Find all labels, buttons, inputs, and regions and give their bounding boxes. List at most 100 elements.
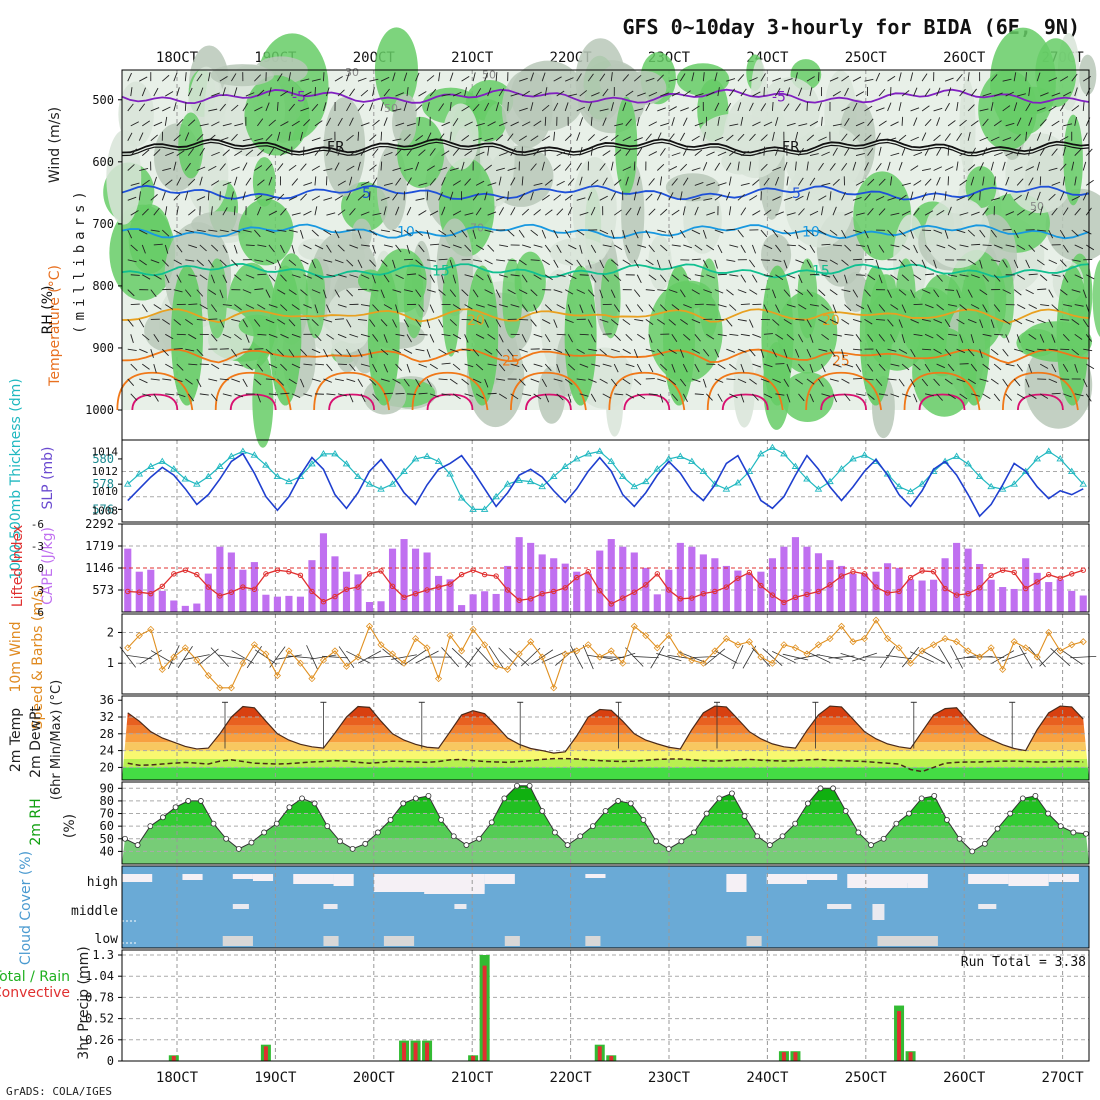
wind-barb xyxy=(1086,363,1095,370)
wind-barb xyxy=(936,304,945,311)
cloud-high-block xyxy=(182,874,203,880)
wind-barb xyxy=(130,274,140,276)
wind-barb xyxy=(829,77,839,82)
wind-barb xyxy=(967,72,970,82)
wind-barb xyxy=(970,274,980,279)
wind-barb xyxy=(633,259,640,268)
wind-barb xyxy=(786,333,795,341)
wind-barb xyxy=(579,274,589,276)
wind-barb xyxy=(740,88,747,97)
li-tick-label: -3 xyxy=(31,540,44,553)
thickness-marker xyxy=(492,492,500,500)
wind-barb xyxy=(369,78,379,82)
li-marker xyxy=(389,583,396,590)
y-tick-label: 0 xyxy=(107,1054,114,1068)
wind-barb xyxy=(990,378,999,385)
wind-barb xyxy=(855,212,865,216)
wind-barb xyxy=(484,164,493,171)
wind-barb xyxy=(430,243,440,246)
wind-barb xyxy=(519,318,529,321)
wind-barb xyxy=(786,87,791,97)
wind-barb xyxy=(841,162,848,171)
y-tick-label: 50 xyxy=(100,832,114,846)
wind-barb xyxy=(257,363,264,372)
wind-barb xyxy=(795,229,799,239)
wind-barb xyxy=(910,348,916,358)
wind-barb xyxy=(910,165,919,171)
wind-barb xyxy=(841,133,848,142)
wind-barb xyxy=(829,191,832,201)
wind-barb xyxy=(910,378,916,388)
wind-barb xyxy=(1037,229,1047,232)
wind-barb xyxy=(395,177,402,186)
wind-barb xyxy=(898,319,903,328)
cape-bar xyxy=(688,546,696,612)
wind-barb xyxy=(821,151,830,157)
wind-barb xyxy=(714,162,721,171)
li-marker xyxy=(401,594,407,601)
wind-speed-marker xyxy=(722,635,730,643)
rh-blob xyxy=(351,218,372,250)
wind-barb xyxy=(611,348,620,353)
wind-barb xyxy=(418,210,427,216)
wind-barb xyxy=(1083,348,1093,352)
wind-barb xyxy=(740,333,750,337)
cape-bar xyxy=(642,567,650,612)
x-tick-label-bottom: 24OCT xyxy=(746,1070,789,1086)
li-marker xyxy=(1011,569,1017,576)
wind-barb xyxy=(507,289,516,295)
wind-barb xyxy=(372,244,376,254)
y-tick-label: 1146 xyxy=(85,561,114,575)
wind-barb xyxy=(694,244,703,251)
li-marker xyxy=(562,585,568,591)
wind-barb xyxy=(875,348,882,357)
wind-barb xyxy=(533,244,543,248)
wind-barb xyxy=(222,181,232,186)
wind-barb xyxy=(1048,167,1058,171)
wind-barb xyxy=(544,179,553,186)
wind-barb xyxy=(452,304,461,310)
wind-barb xyxy=(970,304,980,310)
rh-marker xyxy=(893,820,900,827)
wind-barb xyxy=(510,274,520,277)
rh-marker xyxy=(994,825,1001,832)
thickness-line xyxy=(127,446,1084,510)
wind-barb xyxy=(579,146,583,156)
wind-barb xyxy=(138,191,141,201)
wind-barb xyxy=(737,161,740,171)
wind-barb xyxy=(1071,195,1080,201)
wind-barb xyxy=(841,75,850,82)
li-marker xyxy=(1034,579,1040,585)
wind-barb xyxy=(242,319,248,328)
rh-marker xyxy=(842,808,849,814)
wind-barb xyxy=(1002,228,1012,231)
wind-barb xyxy=(913,333,923,337)
cape-bar xyxy=(469,594,477,612)
wind-barb xyxy=(1013,102,1018,112)
wind-barb xyxy=(702,72,705,82)
wind-barb xyxy=(913,207,920,216)
wind-barb xyxy=(1062,333,1070,342)
wind-barb xyxy=(127,164,135,171)
wind-barb xyxy=(418,149,426,156)
li-marker xyxy=(182,567,189,573)
wind-barb xyxy=(300,193,307,201)
wind-barb xyxy=(461,289,469,297)
wind-barb xyxy=(162,167,172,171)
wind-barb xyxy=(936,177,941,186)
wind-barb xyxy=(1005,393,1013,401)
wind-barb xyxy=(441,121,450,127)
li-marker xyxy=(896,588,902,595)
wind-speed-marker xyxy=(953,638,961,646)
wind-barb xyxy=(326,117,331,127)
wind-barb xyxy=(587,259,592,269)
wind-barb xyxy=(257,179,265,186)
precip-conv-bar xyxy=(425,1042,430,1061)
cape-bar xyxy=(492,593,500,612)
wind-barb xyxy=(141,208,149,216)
wind-barb xyxy=(127,259,137,263)
wind-speed-marker xyxy=(630,622,638,630)
wind-barb xyxy=(541,194,550,201)
wind-barb xyxy=(1082,132,1088,141)
